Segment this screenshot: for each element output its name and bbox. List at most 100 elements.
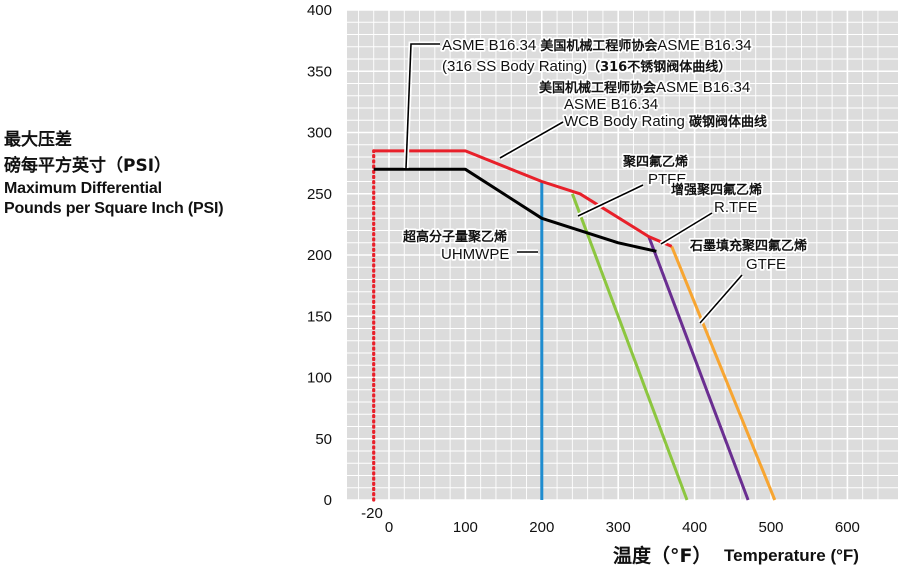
annotation-segment: R.TFE [714,199,757,216]
y-tick-label: 100 [307,370,332,387]
x-axis-label-zh: 温度（°F） [613,544,711,567]
series-line-gtfe [670,245,777,501]
annotation-segment: PTFE [648,171,686,188]
annotation-text-rtfe: R.TFE [714,199,757,216]
x-tick-label: 200 [529,519,554,536]
annotation-segment: 聚四氟乙烯 [622,154,688,170]
annotation-segment: 增强聚四氟乙烯 [671,182,762,198]
leader-line-rtfe [660,212,713,245]
annotation-text-ss316: ASME B16.34 美国机械工程师协会ASME B16.34 [442,37,752,54]
y-axis-label-en-2: Pounds per Square Inch (PSI) [4,200,224,217]
annotation-segment: GTFE [746,256,786,273]
annotation-text-wcb: WCB Body Rating 碳钢阀体曲线 [564,113,767,130]
x-tick-label: 100 [453,519,478,536]
y-tick-label: 400 [307,2,332,19]
series-line-ptfe [570,193,689,501]
annotation-segment: 美国机械工程师协会 [540,38,658,54]
annotation-text-ptfe: PTFE [648,171,686,188]
annotation-segment: 美国机械工程师协会 [539,80,657,96]
annotation-text-ss316: ASME B16.34 美国机械工程师协会ASME B16.34 [442,37,752,54]
series-line-rtfe [647,236,750,501]
annotation-text-rtfe: R.TFE [714,199,757,216]
annotation-text-ss316: (316 SS Body Rating)（316不锈钢阀体曲线） [442,58,731,75]
y-tick-labels: 0 50 100 150 200 250 300 350 400 [307,2,332,509]
annotation-text-uhmwpe: 超高分子量聚乙烯 [403,229,507,245]
annotation-segment: （316不锈钢阀体曲线） [587,59,731,75]
annotation-segment: GTFE [746,256,786,273]
annotation-text-wcb: 美国机械工程师协会ASME B16.34 [539,79,750,96]
x-tick-label: -20 [361,505,383,522]
annotation-text-wcb: ASME B16.34 [564,96,658,113]
y-axis-label-zh-1: 最大压差 [4,130,72,150]
annotation-segment: ASME B16.34 [657,37,751,54]
annotation-text-uhmwpe: UHMWPE [441,246,509,263]
annotation-segment: 碳钢阀体曲线 [689,114,767,130]
series-lines [372,149,777,502]
x-tick-label: 400 [682,519,707,536]
annotation-text-ss316: (316 SS Body Rating)（316不锈钢阀体曲线） [442,58,731,75]
annotation-segment: 超高分子量聚乙烯 [403,229,507,245]
y-tick-label: 300 [307,125,332,142]
annotation-segment: ASME B16.34 [564,96,658,113]
annotation-text-rtfe: 增强聚四氟乙烯 [671,182,762,198]
y-tick-label: 150 [307,308,332,325]
annotation-text-ptfe: 聚四氟乙烯 [622,154,688,170]
annotation-text-gtfe: GTFE [746,256,786,273]
leader-line-ss316 [405,43,440,169]
annotation-text-ptfe: PTFE [648,171,686,188]
x-axis-label: 温度（°F） Temperature (°F) [613,544,859,567]
annotation-segment: WCB Body Rating [564,113,689,130]
annotation-text-wcb: WCB Body Rating 碳钢阀体曲线 [564,113,767,130]
annotation-segment: PTFE [648,171,686,188]
x-tick-label: 500 [758,519,783,536]
y-tick-label: 50 [315,431,332,448]
leader-line-ptfe [577,184,644,217]
annotation-text-rtfe: 增强聚四氟乙烯 [671,182,762,198]
annotation-segment: ASME B16.34 [657,37,751,54]
annotation-segment: 增强聚四氟乙烯 [671,182,762,198]
annotation-segment: 石墨填充聚四氟乙烯 [689,238,807,254]
x-axis-label-en: Temperature (°F) [724,546,859,565]
annotation-segment: ASME B16.34 [564,96,658,113]
annotation-segment: R.TFE [714,199,757,216]
annotation-segment: 碳钢阀体曲线 [689,114,767,130]
annotation-text-wcb: ASME B16.34 [564,96,658,113]
annotation-text-uhmwpe: 超高分子量聚乙烯 [403,229,507,245]
annotation-leaders [403,41,744,325]
y-axis-label: 最大压差 磅每平方英寸（PSI） Maximum Differential Po… [4,127,304,219]
annotation-segment: ASME B16.34 [442,37,540,54]
x-tick-label: 600 [835,519,860,536]
annotation-segment: 超高分子量聚乙烯 [403,229,507,245]
y-axis-label-en-1: Maximum Differential [4,180,162,197]
annotation-text-gtfe: 石墨填充聚四氟乙烯 [689,238,807,254]
annotation-text-ptfe: 聚四氟乙烯 [622,154,688,170]
annotation-segment: UHMWPE [441,246,509,263]
annotation-text-gtfe: GTFE [746,256,786,273]
annotation-segment: 石墨填充聚四氟乙烯 [689,238,807,254]
leader-line-gtfe [699,274,743,324]
annotation-text-uhmwpe: UHMWPE [441,246,509,263]
annotation-segment: （316不锈钢阀体曲线） [587,59,731,75]
annotation-segment: (316 SS Body Rating) [442,58,587,75]
annotation-segment: UHMWPE [441,246,509,263]
series-line-wcb [373,149,673,248]
annotation-segment: ASME B16.34 [656,79,750,96]
annotation-segment: ASME B16.34 [656,79,750,96]
x-tick-labels: -200 100 200 300 400 500 600 [361,505,860,536]
annotation-segment: 美国机械工程师协会 [540,38,658,54]
annotation-text-wcb: 美国机械工程师协会ASME B16.34 [539,79,750,96]
x-tick-label: 0 [385,519,393,536]
y-axis-label-zh-2: 磅每平方英寸（PSI） [4,156,172,176]
annotation-text-gtfe: 石墨填充聚四氟乙烯 [689,238,807,254]
y-tick-label: 250 [307,186,332,203]
annotation-segment: 美国机械工程师协会 [539,80,657,96]
y-tick-label: 350 [307,63,332,80]
